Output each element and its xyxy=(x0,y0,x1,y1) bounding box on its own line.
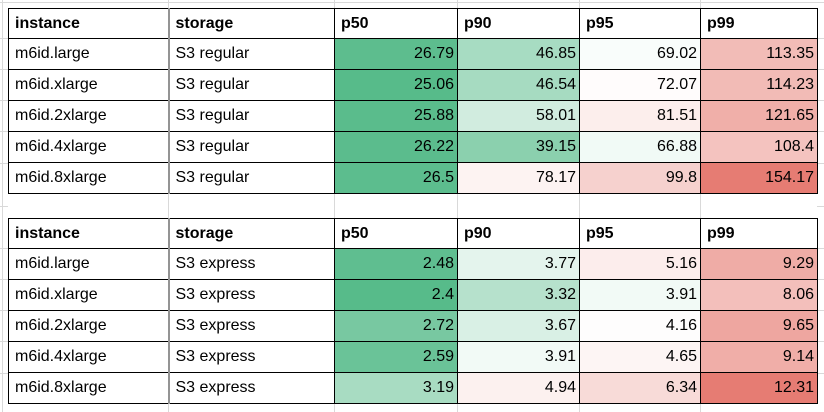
table-row: m6id.8xlarge S3 express 3.19 4.94 6.34 12.31 xyxy=(8,372,818,404)
cell-storage[interactable]: S3 express xyxy=(167,310,335,342)
cell-instance[interactable]: m6id.xlarge xyxy=(8,279,169,311)
cell-p95[interactable]: 69.02 xyxy=(579,38,701,70)
cell-p95[interactable]: 72.07 xyxy=(579,69,701,101)
gridline xyxy=(817,206,824,207)
table-row: m6id.large S3 express 2.48 3.77 5.16 9.29 xyxy=(8,248,818,280)
cell-storage[interactable]: S3 express xyxy=(167,279,335,311)
latency-table-s3-regular: instance storage p50 p90 p95 p99 m6id.large S3… xyxy=(8,8,818,194)
table-row: m6id.4xlarge S3 express 2.59 3.91 4.65 9.14 xyxy=(8,341,818,373)
cell-instance[interactable]: m6id.4xlarge xyxy=(8,341,169,373)
gridline xyxy=(0,2,824,3)
cell-p99[interactable]: 9.29 xyxy=(700,248,818,280)
cell-instance[interactable]: m6id.4xlarge xyxy=(8,131,169,163)
cell-p50[interactable]: 26.79 xyxy=(334,38,458,70)
table-row: m6id.xlarge S3 express 2.4 3.32 3.91 8.06 xyxy=(8,279,818,311)
column-header-instance[interactable]: instance xyxy=(8,218,169,249)
cell-instance[interactable]: m6id.xlarge xyxy=(8,69,169,101)
cell-storage[interactable]: S3 regular xyxy=(167,38,335,70)
column-header-p90[interactable]: p90 xyxy=(457,218,580,249)
header-row: instance storage p50 p90 p95 p99 xyxy=(8,8,818,39)
cell-p99[interactable]: 12.31 xyxy=(700,372,818,404)
table-row: m6id.large S3 regular 26.79 46.85 69.02 113.3… xyxy=(8,38,818,70)
gridline xyxy=(579,0,580,412)
column-header-instance[interactable]: instance xyxy=(8,8,169,39)
header-row: instance storage p50 p90 p95 p99 xyxy=(8,218,818,249)
cell-p95[interactable]: 4.16 xyxy=(579,310,701,342)
cell-p95[interactable]: 5.16 xyxy=(579,248,701,280)
cell-p90[interactable]: 3.32 xyxy=(457,279,580,311)
cell-p99[interactable]: 9.14 xyxy=(700,341,818,373)
cell-p50[interactable]: 25.88 xyxy=(334,100,458,132)
column-header-p95[interactable]: p95 xyxy=(579,218,701,249)
cell-storage[interactable]: S3 regular xyxy=(167,100,335,132)
gridline xyxy=(334,0,335,412)
cell-p99[interactable]: 9.65 xyxy=(700,310,818,342)
table-row: m6id.2xlarge S3 express 2.72 3.67 4.16 9.65 xyxy=(8,310,818,342)
cell-instance[interactable]: m6id.8xlarge xyxy=(8,162,169,194)
column-header-p95[interactable]: p95 xyxy=(579,8,701,39)
column-header-p50[interactable]: p50 xyxy=(334,8,458,39)
cell-instance[interactable]: m6id.large xyxy=(8,248,169,280)
cell-p90[interactable]: 58.01 xyxy=(457,100,580,132)
table-row: m6id.2xlarge S3 regular 25.88 58.01 81.51 121… xyxy=(8,100,818,132)
column-header-p90[interactable]: p90 xyxy=(457,8,580,39)
cell-p95[interactable]: 4.65 xyxy=(579,341,701,373)
gridline xyxy=(0,206,8,207)
cell-p90[interactable]: 3.77 xyxy=(457,248,580,280)
cell-storage[interactable]: S3 express xyxy=(167,248,335,280)
gridline xyxy=(168,0,169,412)
cell-p50[interactable]: 26.22 xyxy=(334,131,458,163)
cell-p99[interactable]: 154.17 xyxy=(700,162,818,194)
gridline xyxy=(457,0,458,412)
cell-p99[interactable]: 108.4 xyxy=(700,131,818,163)
cell-storage[interactable]: S3 regular xyxy=(167,162,335,194)
latency-table-s3-express: instance storage p50 p90 p95 p99 m6id.large S3… xyxy=(8,218,818,404)
column-header-p99[interactable]: p99 xyxy=(700,218,818,249)
cell-instance[interactable]: m6id.2xlarge xyxy=(8,100,169,132)
column-header-storage[interactable]: storage xyxy=(167,218,335,249)
cell-p50[interactable]: 3.19 xyxy=(334,372,458,404)
cell-instance[interactable]: m6id.2xlarge xyxy=(8,310,169,342)
cell-p50[interactable]: 25.06 xyxy=(334,69,458,101)
cell-p50[interactable]: 2.59 xyxy=(334,341,458,373)
cell-p90[interactable]: 46.54 xyxy=(457,69,580,101)
cell-p50[interactable]: 2.4 xyxy=(334,279,458,311)
cell-p50[interactable]: 26.5 xyxy=(334,162,458,194)
column-header-storage[interactable]: storage xyxy=(167,8,335,39)
cell-storage[interactable]: S3 express xyxy=(167,341,335,373)
table-row: m6id.8xlarge S3 regular 26.5 78.17 99.8 154.1… xyxy=(8,162,818,194)
column-header-p50[interactable]: p50 xyxy=(334,218,458,249)
cell-p95[interactable]: 6.34 xyxy=(579,372,701,404)
cell-p95[interactable]: 81.51 xyxy=(579,100,701,132)
cell-storage[interactable]: S3 regular xyxy=(167,131,335,163)
cell-p90[interactable]: 3.67 xyxy=(457,310,580,342)
cell-p90[interactable]: 78.17 xyxy=(457,162,580,194)
cell-p95[interactable]: 99.8 xyxy=(579,162,701,194)
column-header-p99[interactable]: p99 xyxy=(700,8,818,39)
table-row: m6id.xlarge S3 regular 25.06 46.54 72.07 114.… xyxy=(8,69,818,101)
cell-p95[interactable]: 66.88 xyxy=(579,131,701,163)
cell-p95[interactable]: 3.91 xyxy=(579,279,701,311)
table-row: m6id.4xlarge S3 regular 26.22 39.15 66.88 108… xyxy=(8,131,818,163)
gridline xyxy=(700,0,701,412)
cell-p50[interactable]: 2.72 xyxy=(334,310,458,342)
cell-p90[interactable]: 46.85 xyxy=(457,38,580,70)
cell-p90[interactable]: 39.15 xyxy=(457,131,580,163)
cell-p50[interactable]: 2.48 xyxy=(334,248,458,280)
cell-p99[interactable]: 8.06 xyxy=(700,279,818,311)
cell-storage[interactable]: S3 express xyxy=(167,372,335,404)
cell-p99[interactable]: 121.65 xyxy=(700,100,818,132)
cell-instance[interactable]: m6id.8xlarge xyxy=(8,372,169,404)
cell-p99[interactable]: 113.35 xyxy=(700,38,818,70)
cell-storage[interactable]: S3 regular xyxy=(167,69,335,101)
cell-p99[interactable]: 114.23 xyxy=(700,69,818,101)
cell-instance[interactable]: m6id.large xyxy=(8,38,169,70)
cell-p90[interactable]: 4.94 xyxy=(457,372,580,404)
cell-p90[interactable]: 3.91 xyxy=(457,341,580,373)
